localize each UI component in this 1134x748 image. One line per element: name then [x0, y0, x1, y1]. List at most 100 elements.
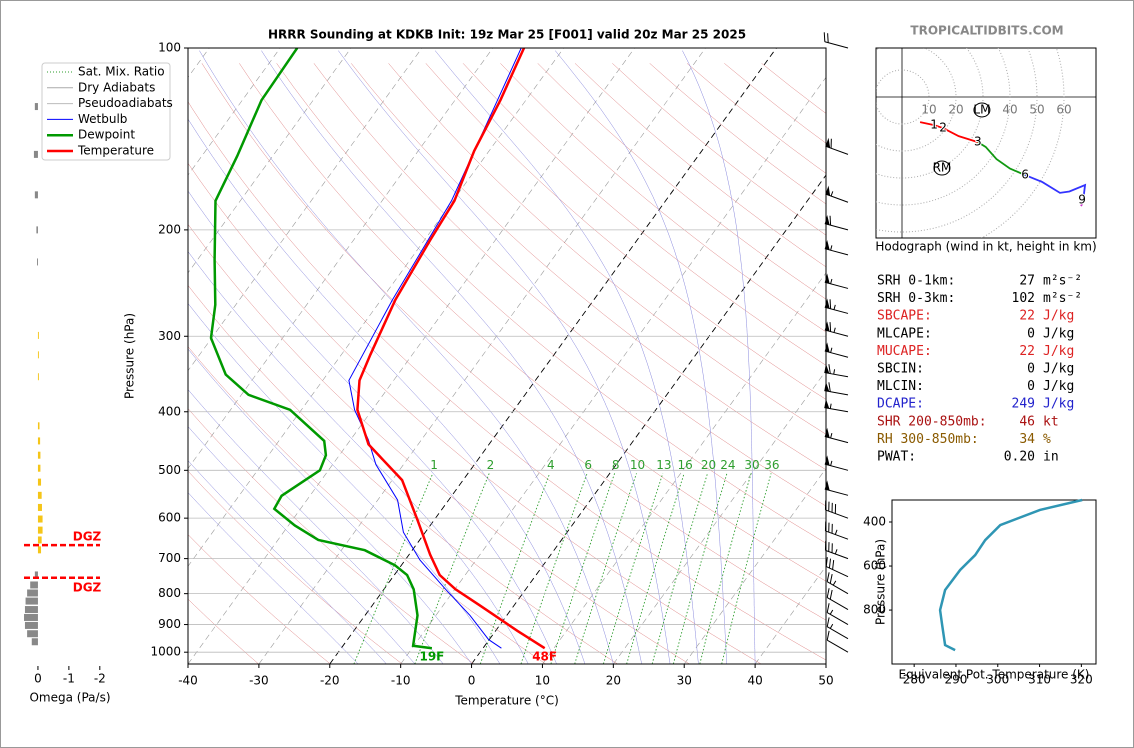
omega-bar: [37, 464, 41, 472]
profile-line: [348, 48, 522, 649]
mixing-ratio-line: [626, 473, 685, 664]
mixing-ratio-line: [550, 473, 616, 664]
legend-label: Temperature: [77, 144, 154, 158]
barb-half: [830, 347, 833, 353]
barb-full: [829, 322, 832, 332]
wind-barb: [826, 617, 849, 640]
mixing-ratio-label: 8: [612, 458, 620, 472]
barb-full: [823, 32, 826, 42]
surface-label: 48F: [532, 650, 557, 664]
dry-adiabat: [425, 63, 826, 400]
dry-adiabat: [188, 162, 762, 664]
x-tick-label: 300: [986, 673, 1009, 687]
omega-bar: [36, 226, 38, 234]
barb-full: [828, 364, 831, 374]
barb-half: [830, 433, 833, 439]
barb-flag: [824, 214, 830, 225]
omega-bar: [34, 191, 38, 199]
hodo-ring: [876, 48, 1011, 206]
chart-title: HRRR Sounding at KDKB Init: 19z Mar 25 […: [268, 28, 746, 42]
barb-half: [829, 623, 834, 629]
legend-label: Sat. Mix. Ratio: [78, 65, 165, 79]
wind-barb: [824, 455, 849, 471]
barb-full: [826, 603, 830, 613]
stat-value: 0: [1027, 326, 1035, 341]
barb-staff: [826, 626, 849, 640]
pseudoadiabat: [188, 348, 472, 664]
hodo-line: [919, 121, 979, 143]
barb-staff: [826, 581, 849, 595]
omega-bar: [37, 546, 42, 554]
hodo-line: [977, 141, 1026, 176]
stat-unit: J/kg: [1043, 397, 1074, 412]
wind-barbs: [823, 32, 849, 653]
wind-barb: [823, 32, 849, 49]
wind-barb: [824, 398, 849, 413]
wind-barb: [826, 588, 849, 610]
wind-barb: [824, 214, 849, 231]
wind-barb: [824, 321, 849, 337]
wind-barb: [825, 137, 849, 155]
y-tick-label: 600: [158, 511, 181, 525]
stat-label: SBCIN:: [877, 362, 924, 377]
omega-bar: [24, 621, 38, 629]
barb-flag: [825, 137, 831, 148]
mixing-ratio-line: [602, 473, 664, 664]
hodo-ring: [876, 48, 984, 179]
y-tick-label: 100: [158, 41, 181, 55]
pseudoadiabat: [682, 50, 756, 664]
isotherm: [188, 48, 564, 567]
mixing-ratio-line: [520, 473, 588, 664]
mixing-ratio-line: [699, 473, 752, 664]
omega-bar: [34, 571, 38, 579]
mixing-ratio-label: 30: [744, 458, 759, 472]
pseudoadiabat: [434, 50, 699, 664]
barb-full: [826, 617, 830, 627]
omega-bar: [37, 422, 40, 430]
barb-half: [830, 245, 833, 251]
barb-half: [834, 529, 838, 535]
height-label: 1: [930, 118, 938, 132]
dry-adiabat: [188, 598, 259, 664]
mixing-ratio-line: [479, 473, 551, 664]
stat-label: MLCAPE:: [877, 326, 932, 341]
barb-flag: [824, 273, 830, 284]
stat-label: MLCIN:: [877, 379, 924, 394]
x-axis-label: Temperature (°C): [454, 694, 559, 708]
barb-full: [829, 574, 833, 584]
pseudoadiabat: [188, 460, 387, 664]
pseudoadiabat: [188, 190, 557, 664]
x-tick-label: 20: [606, 674, 621, 688]
stat-unit: m²s⁻²: [1043, 291, 1082, 306]
wind-barb: [824, 500, 849, 519]
barb-half: [830, 460, 833, 466]
barb-full: [826, 630, 830, 641]
profiles: [209, 48, 546, 650]
barb-flag: [824, 321, 830, 332]
omega-bar: [37, 491, 42, 499]
barb-staff: [826, 612, 849, 625]
dry-adiabat: [239, 63, 826, 582]
stat-value: 22: [1019, 344, 1035, 359]
thetae-frame: [891, 499, 1097, 665]
pseudoadiabat: [555, 50, 728, 664]
barb-flag: [824, 455, 830, 466]
omega-bar: [37, 373, 39, 381]
omega-bar: [30, 581, 38, 589]
stat-label: MUCAPE:: [877, 344, 932, 359]
wind-barb: [825, 557, 849, 578]
mixing-ratio-label: 2: [487, 458, 495, 472]
barb-staff: [824, 41, 849, 49]
mixing-ratio-label: 20: [701, 458, 716, 472]
height-label: 3: [974, 135, 982, 149]
hodo-line: [1080, 201, 1084, 207]
pseudoadiabat: [338, 50, 671, 664]
y-tick-label: 200: [158, 222, 181, 236]
wind-barb: [824, 273, 849, 289]
x-tick-label: 40: [747, 674, 762, 688]
barb-staff: [825, 549, 849, 560]
legend-label: Pseudoadiabats: [78, 96, 173, 110]
mixing-ratio-line: [574, 473, 637, 664]
